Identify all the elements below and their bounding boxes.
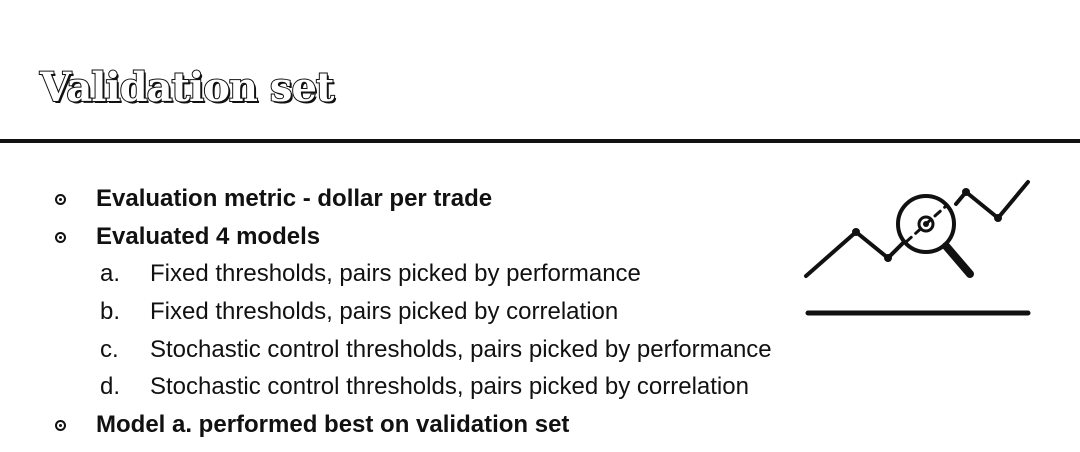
title-divider [0, 139, 1080, 143]
bullet-icon [55, 420, 66, 431]
sub-item-marker: c. [100, 336, 119, 363]
sub-item-marker: b. [100, 298, 121, 325]
bullet-text: Evaluation metric - dollar per trade [96, 185, 493, 212]
bullet-text: Evaluated 4 models [96, 223, 321, 250]
line-chart-magnifier-icon [804, 180, 1031, 316]
slide-title: Validation set [39, 63, 335, 112]
bullet-icon [55, 232, 66, 243]
sub-item-text: Fixed thresholds, pairs picked by perfor… [150, 260, 641, 287]
sub-item-marker: a. [100, 260, 121, 287]
sub-item-text: Fixed thresholds, pairs picked by correl… [150, 298, 619, 325]
bullet-text: Model a. performed best on validation se… [96, 411, 570, 438]
sub-item-text: Stochastic control thresholds, pairs pic… [150, 373, 749, 400]
sub-item-marker: d. [100, 373, 121, 400]
bullet-icon [55, 194, 66, 205]
sub-item-text: Stochastic control thresholds, pairs pic… [150, 336, 772, 363]
